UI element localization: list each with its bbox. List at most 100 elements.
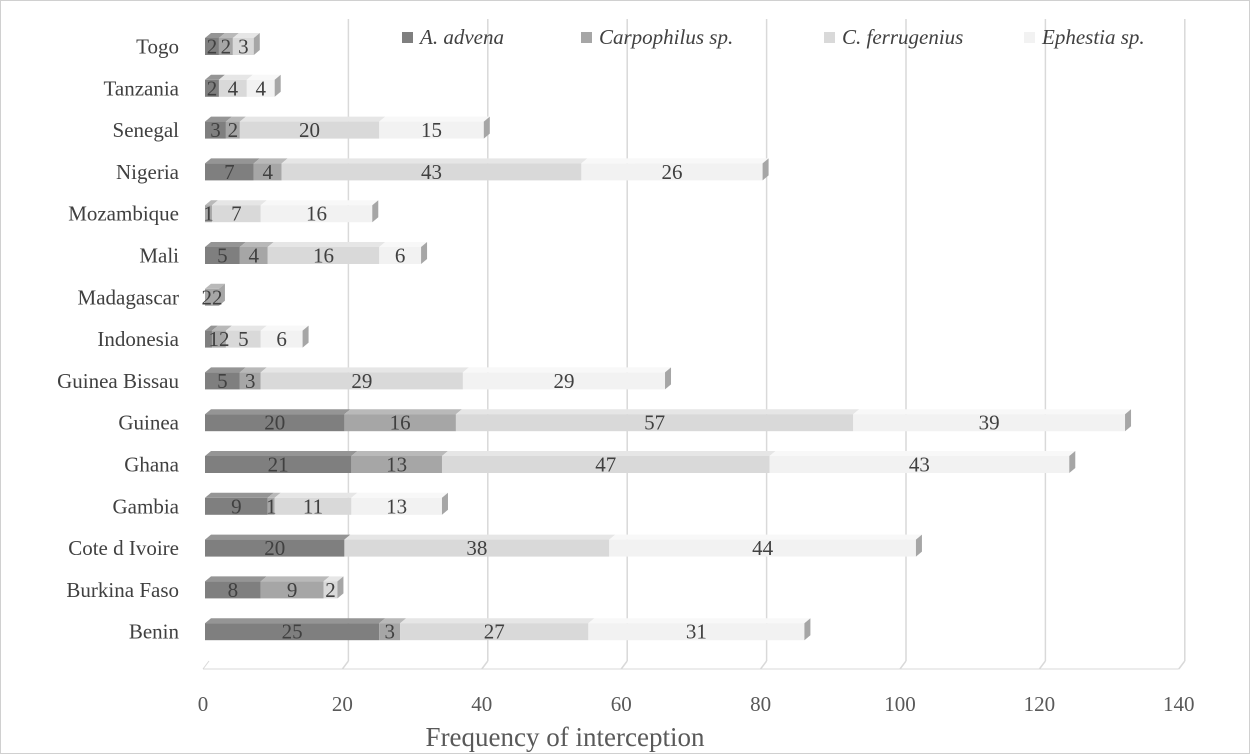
bar-top [260,325,309,331]
bar-segment [853,414,1126,432]
category-label: Cote d Ivoire [68,536,179,560]
bar-segment [441,456,770,473]
data-label: 16 [306,202,327,226]
data-label: 3 [238,35,249,59]
bar-segment [205,288,219,306]
x-axis-ticks: 0 20 40 60 80 100 120 140 [198,692,1195,716]
bar-segment [609,539,916,557]
category-label: Indonesia [97,327,179,351]
data-label: 3 [210,118,221,142]
gridline-foot [481,660,489,670]
data-label: 2 [207,35,218,59]
bar-top [379,116,490,122]
data-label: 4 [249,244,260,268]
bar-top [253,158,288,164]
legend-label: Carpophilus sp. [599,25,733,49]
data-label: 9 [287,578,298,602]
data-label: 5 [238,327,249,351]
bar-segment [211,205,261,223]
bar-segment [205,414,345,432]
data-label: 1 [203,202,214,226]
bar-segment [769,456,1070,473]
bar-top [225,116,246,122]
bar-segment [351,497,442,515]
category-label: Burkina Faso [66,578,179,602]
bar-end-cap [274,74,281,97]
bar-top [239,242,274,247]
gridline-foot [899,660,907,670]
data-label: 20 [264,536,285,560]
data-label: 2 [228,118,239,142]
bar-top [211,325,232,331]
bar-segment [205,38,219,55]
bar-top [225,325,267,331]
bar-top [260,367,469,373]
data-label: 26 [661,160,682,184]
x-tick-label: 100 [884,692,916,716]
data-label: 21 [268,453,289,477]
data-label: 11 [303,494,323,518]
bar-top [581,158,769,164]
data-label: 57 [644,411,665,435]
data-label: 2 [207,76,218,100]
bar-top [205,116,232,122]
bar-top [323,576,344,582]
bar-top [218,74,253,80]
gridline-foot [1038,660,1047,670]
bar-segment [205,581,261,599]
bar-top [379,618,407,624]
bar-segment [218,79,247,97]
legend-label: Ephestia sp. [1041,25,1145,49]
bar-top [205,242,246,247]
bar-top [205,158,260,164]
bar-end-cap [665,367,672,390]
bar-segment [260,372,463,390]
bars [205,33,1132,641]
bar-segment [232,38,254,55]
bar-segment [205,163,254,181]
category-label: Guinea [118,411,179,435]
bar-top [205,200,218,206]
bar-top [400,618,595,624]
category-label: Nigeria [116,160,180,184]
legend-label: A. advena [418,25,504,49]
bar-top [455,409,860,415]
bar-end-cap [915,534,922,557]
data-label: 4 [262,160,273,184]
bar-top [232,33,260,38]
data-label: 3 [384,620,395,644]
bar-top [260,200,379,206]
bar-top [769,451,1076,456]
data-label: 31 [686,620,707,644]
legend-swatch [402,32,413,43]
bar-top [205,534,351,540]
bar-top [205,283,225,289]
gridline-foot [620,660,628,670]
bar-top [218,33,239,38]
bar-segment [344,414,456,432]
bar-segment [211,330,226,348]
bar-segment [379,623,401,641]
bar-top [379,242,428,247]
data-label: 29 [351,369,372,393]
bar-end-cap [218,283,225,306]
bar-segment [225,330,261,348]
x-tick-label: 80 [750,692,771,716]
bar-segment [205,539,345,557]
bar-segment [205,372,240,390]
bar-segment [225,121,240,139]
bar-top [205,576,267,582]
bar-segment [379,121,484,139]
data-label: 44 [752,536,774,560]
bar-segment [239,121,380,139]
data-label: 7 [224,160,235,184]
bar-top [205,74,225,80]
data-label: 38 [466,536,487,560]
data-label: 4 [256,76,267,100]
bar-top [344,534,616,540]
category-label: Benin [129,620,180,644]
bar-segment [281,163,582,181]
bar-segment [246,79,275,97]
data-label: 4 [228,76,239,100]
